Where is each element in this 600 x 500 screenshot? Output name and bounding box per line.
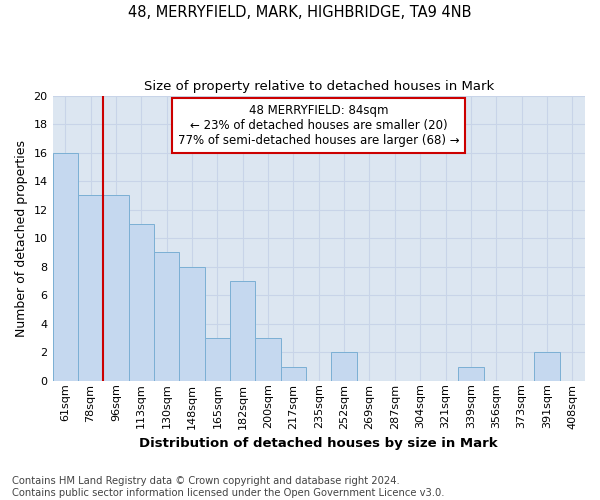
Text: 48, MERRYFIELD, MARK, HIGHBRIDGE, TA9 4NB: 48, MERRYFIELD, MARK, HIGHBRIDGE, TA9 4N…	[128, 5, 472, 20]
Text: Contains HM Land Registry data © Crown copyright and database right 2024.
Contai: Contains HM Land Registry data © Crown c…	[12, 476, 445, 498]
Bar	[281, 366, 306, 381]
Y-axis label: Number of detached properties: Number of detached properties	[15, 140, 28, 336]
Bar	[78, 196, 103, 381]
Bar	[205, 338, 230, 381]
X-axis label: Distribution of detached houses by size in Mark: Distribution of detached houses by size …	[139, 437, 498, 450]
Title: Size of property relative to detached houses in Mark: Size of property relative to detached ho…	[143, 80, 494, 93]
Bar	[53, 152, 78, 381]
Bar	[154, 252, 179, 381]
Text: 48 MERRYFIELD: 84sqm
← 23% of detached houses are smaller (20)
77% of semi-detac: 48 MERRYFIELD: 84sqm ← 23% of detached h…	[178, 104, 460, 147]
Bar	[128, 224, 154, 381]
Bar	[458, 366, 484, 381]
Bar	[103, 196, 128, 381]
Bar	[331, 352, 357, 381]
Bar	[256, 338, 281, 381]
Bar	[230, 281, 256, 381]
Bar	[179, 266, 205, 381]
Bar	[534, 352, 560, 381]
